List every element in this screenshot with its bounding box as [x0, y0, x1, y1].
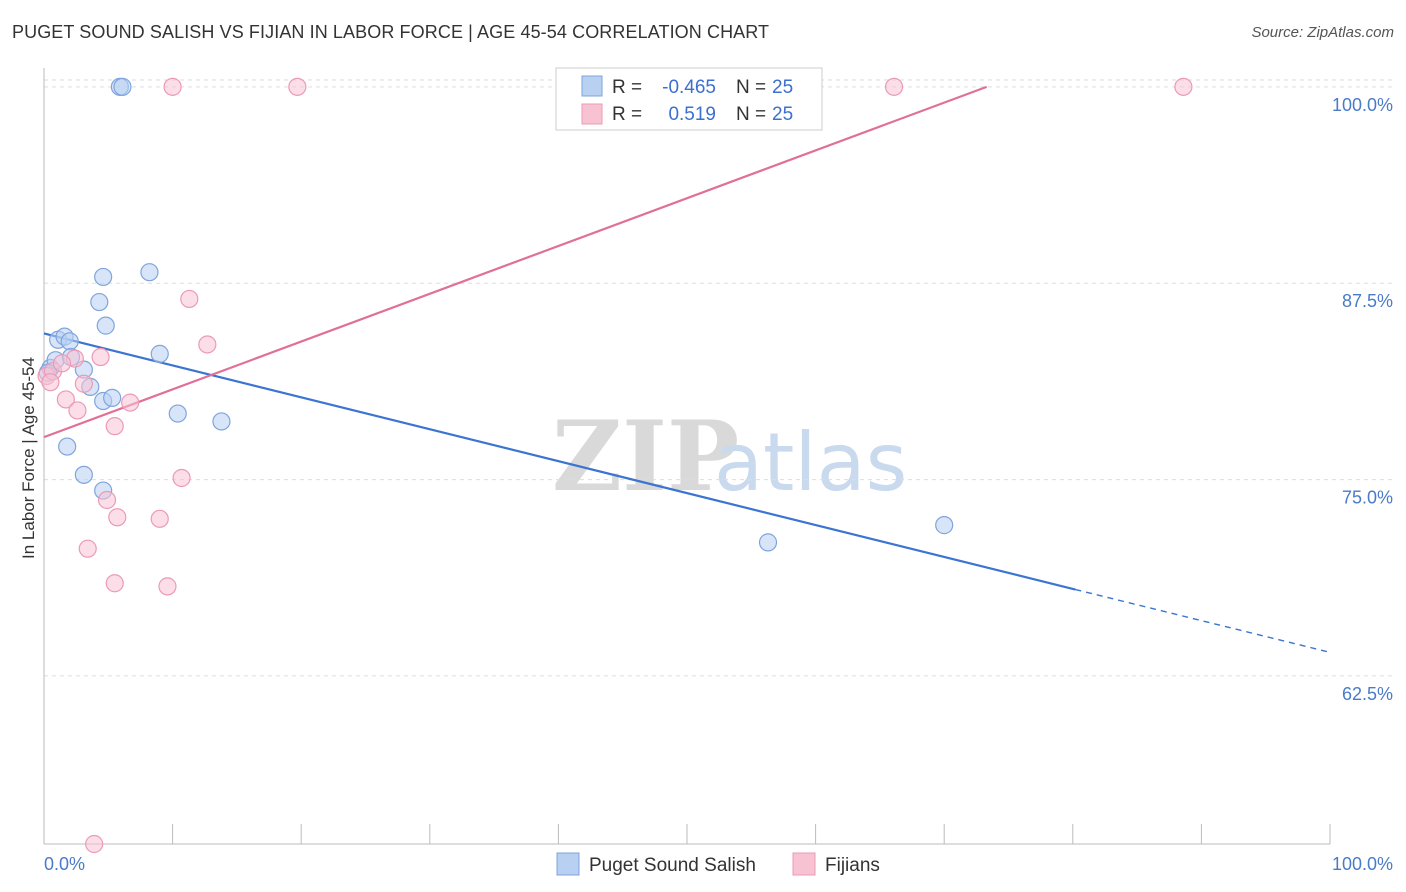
legend-swatch-blue — [581, 75, 603, 97]
trend-extension-blue — [1075, 588, 1331, 654]
point-pink — [68, 401, 87, 420]
point-pink — [91, 347, 110, 367]
point-pink — [108, 508, 127, 527]
legend-r-value-1: -0.465 — [662, 77, 716, 98]
point-pink — [180, 289, 199, 309]
point-blue — [212, 412, 231, 431]
y-tick-label: 62.5% — [1342, 684, 1393, 704]
point-pink — [41, 373, 60, 392]
point-pink — [288, 77, 307, 96]
bottom-legend-label-pink: Fijians — [825, 855, 880, 876]
chart-title: PUGET SOUND SALISH VS FIJIAN IN LABOR FO… — [12, 22, 770, 42]
point-blue — [58, 437, 77, 456]
point-blue — [758, 533, 778, 552]
point-pink — [121, 393, 140, 412]
point-pink — [105, 574, 124, 593]
source-label: Source: ZipAtlas.com — [1251, 24, 1394, 41]
legend: R = -0.465 N = 25 R = 0.519 N = 25 — [555, 67, 823, 131]
bottom-legend: Puget Sound Salish Fijians — [556, 852, 880, 876]
point-pink — [172, 468, 191, 488]
bottom-legend-swatch-blue — [556, 852, 580, 876]
watermark-atlas: atlas — [714, 416, 907, 509]
bottom-legend-swatch-pink — [792, 852, 816, 876]
point-pink — [163, 77, 182, 96]
y-tick-label: 100.0% — [1332, 95, 1393, 115]
point-blue — [103, 388, 122, 407]
y-tick-labels: 62.5% 75.0% 87.5% 100.0% — [1332, 95, 1393, 704]
point-pink — [74, 374, 93, 393]
legend-r-label-2: R = — [612, 104, 642, 125]
x-tick-label-min: 0.0% — [44, 854, 85, 874]
watermark: ZIP atlas — [552, 400, 907, 513]
point-blue — [60, 332, 79, 351]
point-pink — [97, 490, 117, 510]
point-blue — [168, 404, 187, 423]
point-pink — [52, 354, 72, 373]
point-pink — [198, 335, 217, 354]
x-tick-label-max: 100.0% — [1332, 854, 1393, 874]
legend-n-value-1: 25 — [772, 77, 793, 98]
x-ticks — [43, 824, 1331, 844]
grid — [44, 79, 1394, 677]
trend-line-blue — [43, 332, 1076, 591]
legend-r-value-2: 0.519 — [668, 104, 716, 125]
point-pink — [78, 539, 97, 558]
watermark-zip: ZIP — [552, 400, 739, 513]
point-pink — [150, 509, 169, 528]
legend-n-label-1: N = — [736, 77, 766, 98]
y-tick-label: 75.0% — [1342, 488, 1393, 508]
point-blue — [94, 267, 113, 287]
point-pink — [85, 834, 104, 854]
legend-n-value-2: 25 — [772, 104, 793, 125]
legend-n-label-2: N = — [736, 104, 766, 125]
point-blue — [90, 292, 109, 312]
point-pink — [158, 577, 177, 596]
point-blue — [935, 516, 954, 535]
legend-swatch-pink — [581, 103, 603, 125]
y-tick-label: 87.5% — [1342, 291, 1393, 311]
trend-line-pink — [43, 85, 988, 439]
bottom-legend-label-blue: Puget Sound Salish — [589, 855, 756, 876]
point-pink — [105, 417, 124, 436]
legend-r-label-1: R = — [612, 77, 642, 98]
point-blue — [150, 344, 169, 363]
point-blue — [140, 263, 159, 282]
point-blue — [113, 77, 132, 96]
point-blue — [96, 316, 115, 335]
point-pink — [56, 390, 75, 409]
data-points — [37, 77, 1193, 854]
y-axis-label: In Labor Force | Age 45-54 — [19, 357, 38, 559]
point-blue — [74, 465, 93, 484]
trend-lines — [43, 85, 1331, 654]
point-pink — [884, 77, 904, 96]
point-pink — [1174, 77, 1193, 96]
